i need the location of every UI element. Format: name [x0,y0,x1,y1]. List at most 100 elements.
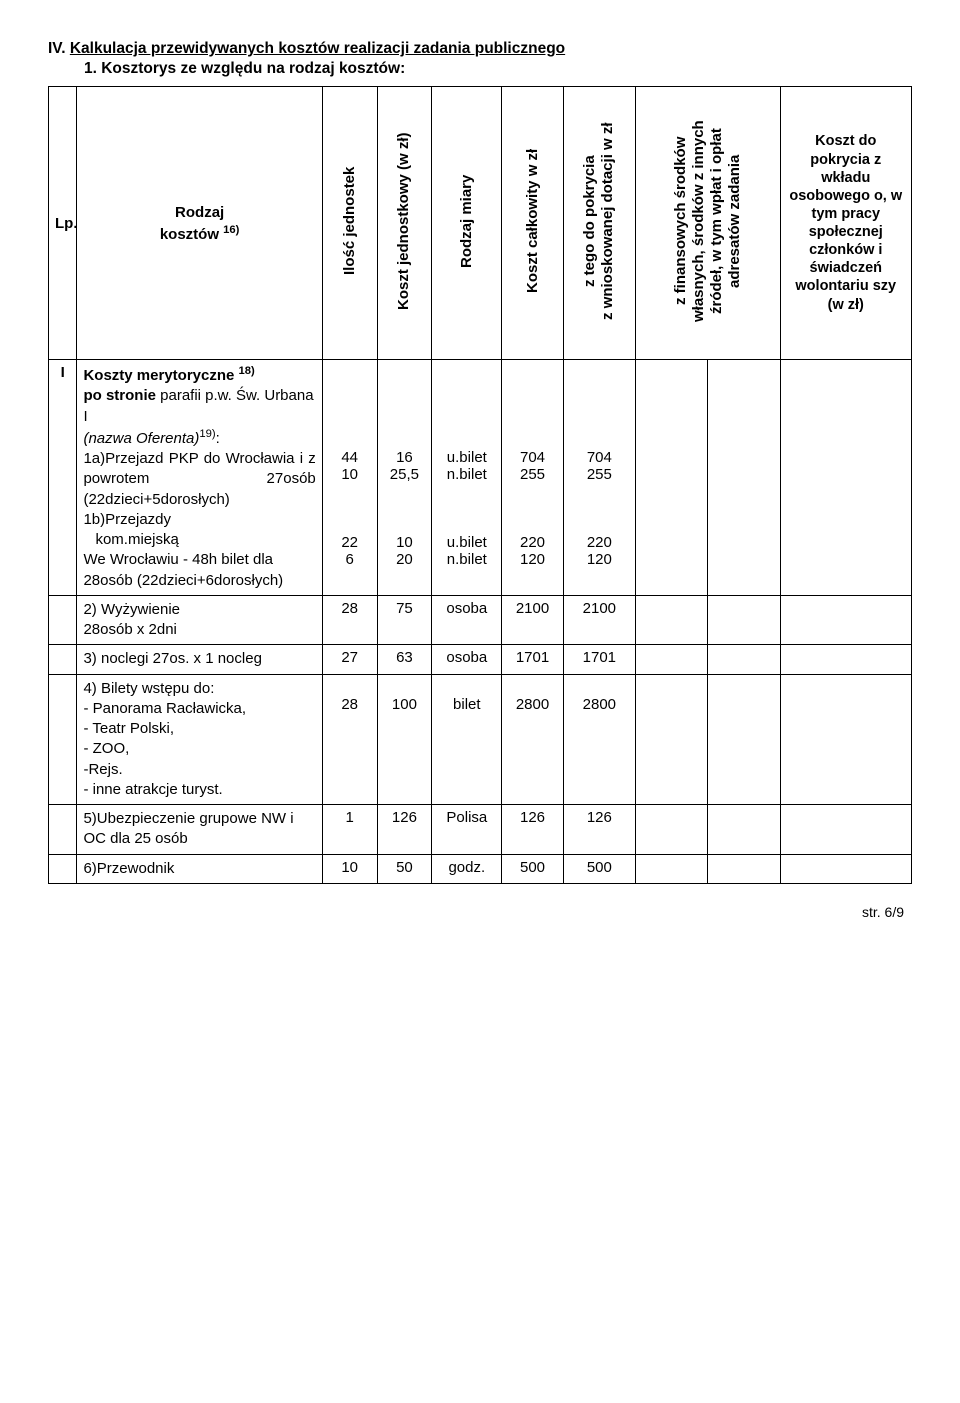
section-title-text: Kalkulacja przewidywanych kosztów realiz… [70,40,565,57]
header-rodzaj-text: Rodzaj kosztów [160,204,224,243]
row-6: 6)Przewodnik 10 50 godz. 500 500 [49,854,912,883]
row-I-desc-bold1: Koszty merytoryczne [83,367,238,384]
row-4-c6: 2800 [502,674,563,805]
row-3-lp [49,645,77,674]
header-row: Lp. Rodzaj kosztów 16) Ilość jednostek K… [49,87,912,360]
header-koszt-jedn-text: Koszt jednostkowy (w zł) [395,91,413,351]
header-koszt-calk: Koszt całkowity w zł [502,87,563,360]
row-6-c4: 50 [377,854,432,883]
row-2-c7: 2100 [563,595,635,645]
row-4-c4: 100 [377,674,432,805]
row-I-desc-sup1: 18) [239,365,255,377]
header-ilosc: Ilość jednostek [322,87,377,360]
row-5: 5)Ubezpieczenie grupowe NW i OC dla 25 o… [49,805,912,855]
row-5-c9 [708,805,780,855]
row-I-c6: 704 255 220 120 [502,360,563,596]
row-3-desc: 3) noclegi 27os. x 1 nocleg [77,645,322,674]
row-5-desc: 5)Ubezpieczenie grupowe NW i OC dla 25 o… [77,805,322,855]
row-I-desc-sup2: 19) [199,428,215,440]
row-2-c3: 28 [322,595,377,645]
row-5-c5: Polisa [432,805,502,855]
row-2-desc: 2) Wyżywienie 28osób x 2dni [77,595,322,645]
subsection-title-text: Kosztorys ze względu na rodzaj kosztów: [101,60,405,77]
row-4-c7: 2800 [563,674,635,805]
row-2-lp [49,595,77,645]
page-container: IV. Kalkulacja przewidywanych kosztów re… [0,0,960,944]
row-4-desc: 4) Bilety wstępu do: - Panorama Racławic… [77,674,322,805]
row-5-lp [49,805,77,855]
header-rodzaj-miary-text: Rodzaj miary [458,91,476,351]
row-3-c7: 1701 [563,645,635,674]
cost-table: Lp. Rodzaj kosztów 16) Ilość jednostek K… [48,86,912,884]
row-5-c4: 126 [377,805,432,855]
row-3-c4: 63 [377,645,432,674]
row-I-c7: 704 255 220 120 [563,360,635,596]
row-4-c8 [635,674,707,805]
row-6-c9 [708,854,780,883]
row-I-item1b-l1: 1b)Przejazdy [83,511,171,528]
row-I-c3: 44 10 22 6 [322,360,377,596]
row-2-c5: osoba [432,595,502,645]
row-6-c8 [635,854,707,883]
row-4-c9 [708,674,780,805]
row-I-desc-italic: (nazwa Oferenta) [83,430,199,447]
row-3-c10 [780,645,911,674]
row-2-c10 [780,595,911,645]
subsection-title-prefix: 1. [84,60,101,77]
row-3: 3) noclegi 27os. x 1 nocleg 27 63 osoba … [49,645,912,674]
row-6-desc: 6)Przewodnik [77,854,322,883]
section-title-prefix: IV. [48,40,70,57]
header-rodzaj-sup: 16) [223,224,239,236]
row-I-c5: u.bilet n.bilet u.bilet n.bilet [432,360,502,596]
header-z-tego-dot-text: z tego do pokrycia z wnioskowanej dotacj… [581,91,617,351]
header-rodzaj-miary: Rodzaj miary [432,87,502,360]
row-5-c6: 126 [502,805,563,855]
row-4-c10 [780,674,911,805]
subsection-title: 1. Kosztorys ze względu na rodzaj kosztó… [84,60,912,78]
row-3-c8 [635,645,707,674]
row-I-c8 [635,360,707,596]
row-4: 4) Bilety wstępu do: - Panorama Racławic… [49,674,912,805]
row-I-c9 [708,360,780,596]
row-3-c9 [708,645,780,674]
row-I-item1b-l3: We Wrocławiu - 48h bilet dla 28osób (22d… [83,551,283,588]
row-3-c6: 1701 [502,645,563,674]
row-2-c8 [635,595,707,645]
row-6-lp [49,854,77,883]
row-I-c10 [780,360,911,596]
row-5-c10 [780,805,911,855]
row-4-c5: bilet [432,674,502,805]
row-I-desc-bold2: po stronie [83,387,160,404]
header-koszt-calk-text: Koszt całkowity w zł [524,91,542,351]
header-z-fin-text: z finansowych środków własnych, środków … [672,91,744,351]
row-2: 2) Wyżywienie 28osób x 2dni 28 75 osoba … [49,595,912,645]
row-4-lp [49,674,77,805]
header-z-fin: z finansowych środków własnych, środków … [635,87,780,360]
header-ilosc-text: Ilość jednostek [341,91,359,351]
header-koszt-jedn: Koszt jednostkowy (w zł) [377,87,432,360]
row-6-c7: 500 [563,854,635,883]
row-I: I Koszty merytoryczne 18) po stronie par… [49,360,912,596]
row-2-c4: 75 [377,595,432,645]
header-lp: Lp. [49,87,77,360]
row-5-c3: 1 [322,805,377,855]
row-5-c8 [635,805,707,855]
row-2-c6: 2100 [502,595,563,645]
row-5-c7: 126 [563,805,635,855]
row-I-desc: Koszty merytoryczne 18) po stronie paraf… [77,360,322,596]
row-I-item1b-l2: kom.miejską [83,530,178,550]
row-I-c4: 16 25,5 10 20 [377,360,432,596]
header-z-tego-dot: z tego do pokrycia z wnioskowanej dotacj… [563,87,635,360]
row-3-c5: osoba [432,645,502,674]
row-6-c3: 10 [322,854,377,883]
row-I-item1a: 1a)Przejazd PKP do Wrocławia i z powrote… [83,449,315,510]
row-6-c5: godz. [432,854,502,883]
row-6-c6: 500 [502,854,563,883]
row-4-c3: 28 [322,674,377,805]
row-I-lp: I [49,360,77,596]
header-koszt-do: Koszt do pokrycia z wkładu osobowego o, … [780,87,911,360]
header-koszt-do-text: Koszt do pokrycia z wkładu osobowego o, … [787,126,905,319]
header-rodzaj: Rodzaj kosztów 16) [77,87,322,360]
page-footer: str. 6/9 [48,904,912,920]
row-3-c3: 27 [322,645,377,674]
